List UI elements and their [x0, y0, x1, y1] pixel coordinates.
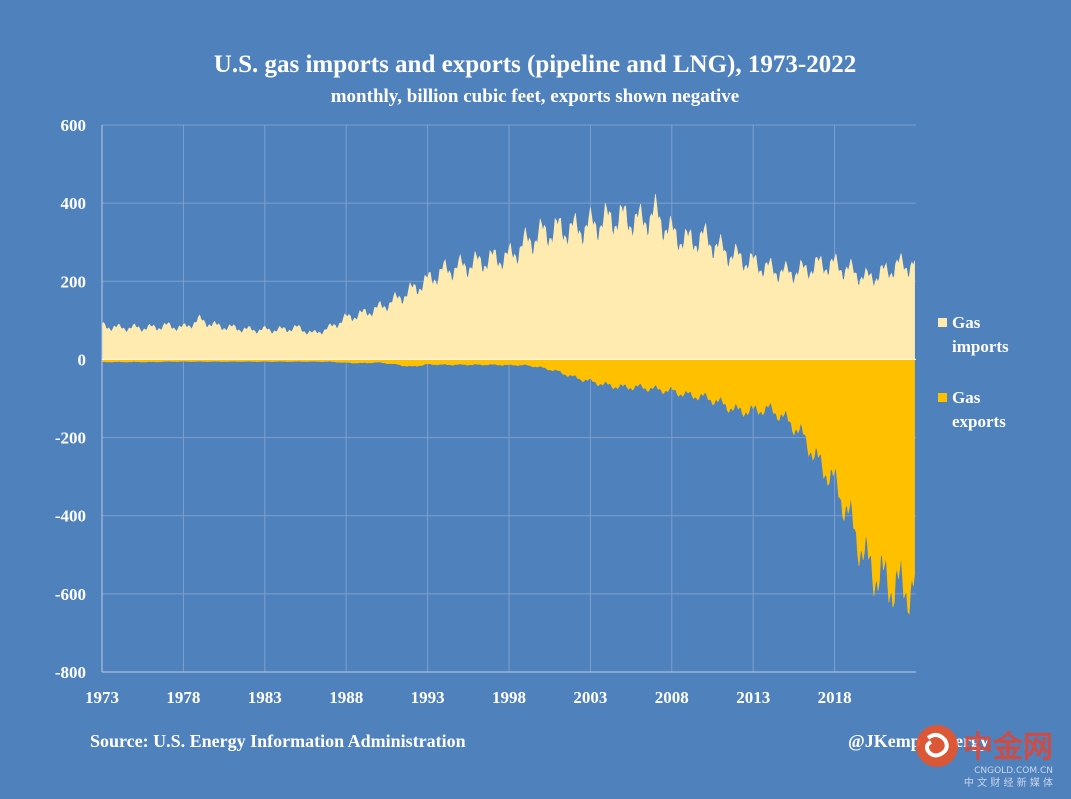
cngold-watermark: 中金网 CNGOLD.COM.CN 中 文 财 经 新 媒 体: [916, 725, 1053, 789]
chart-subtitle: monthly, billion cubic feet, exports sho…: [331, 86, 740, 107]
legend-imports-swatch: [938, 318, 947, 327]
legend-exports-label: Gas exports: [952, 388, 1006, 431]
watermark-logo-text: 中金网: [963, 730, 1053, 765]
x-tick-label: 1973: [85, 688, 119, 707]
exports-area: [101, 359, 915, 615]
y-tick-label: -400: [55, 507, 86, 526]
x-tick-label: 2008: [655, 688, 689, 707]
x-tick-label: 1998: [492, 688, 526, 707]
watermark-tagline: 中 文 财 经 新 媒 体: [964, 776, 1053, 789]
author-handle-tail: ergy: [955, 731, 989, 751]
y-tick-labels: 600 400 200 0 -200 -400 -600 -800: [55, 116, 86, 682]
x-tick-label: 1978: [166, 688, 200, 707]
y-tick-label: 0: [78, 350, 87, 369]
y-tick-label: -800: [55, 663, 86, 682]
x-tick-label: 2013: [736, 688, 770, 707]
watermark-url: CNGOLD.COM.CN: [974, 766, 1053, 776]
author-handle: @JKemp: [848, 731, 921, 751]
legend-imports-line1: Gas: [952, 313, 981, 332]
area-series: [101, 193, 915, 615]
legend-exports-line1: Gas: [952, 388, 981, 407]
watermark-logo-icon: [916, 725, 958, 767]
y-tick-label: -600: [55, 585, 86, 604]
legend-exports-line2: exports: [952, 412, 1006, 431]
legend-imports-label: Gas imports: [952, 313, 1009, 356]
legend-imports-line2: imports: [952, 337, 1009, 356]
x-tick-label: 1988: [329, 688, 363, 707]
watermark-swirl-icon: [925, 733, 949, 758]
axes: [101, 125, 916, 673]
y-tick-label: -200: [55, 429, 86, 448]
y-tick-label: 600: [61, 116, 87, 135]
y-tick-label: 400: [61, 194, 87, 213]
x-tick-labels: 1973 1978 1983 1988 1993 1998 2003 2008 2013 2018: [85, 688, 852, 707]
legend-exports-swatch: [938, 393, 947, 402]
legend: Gas imports Gas exports: [938, 313, 1009, 431]
x-tick-label: 1983: [248, 688, 282, 707]
x-tick-label: 2018: [818, 688, 852, 707]
x-tick-label: 1993: [411, 688, 445, 707]
imports-area: [101, 193, 915, 360]
source-note: Source: U.S. Energy Information Administ…: [90, 731, 466, 751]
x-tick-label: 2003: [573, 688, 607, 707]
chart-title: U.S. gas imports and exports (pipeline a…: [214, 51, 856, 78]
y-tick-label: 200: [61, 272, 87, 291]
